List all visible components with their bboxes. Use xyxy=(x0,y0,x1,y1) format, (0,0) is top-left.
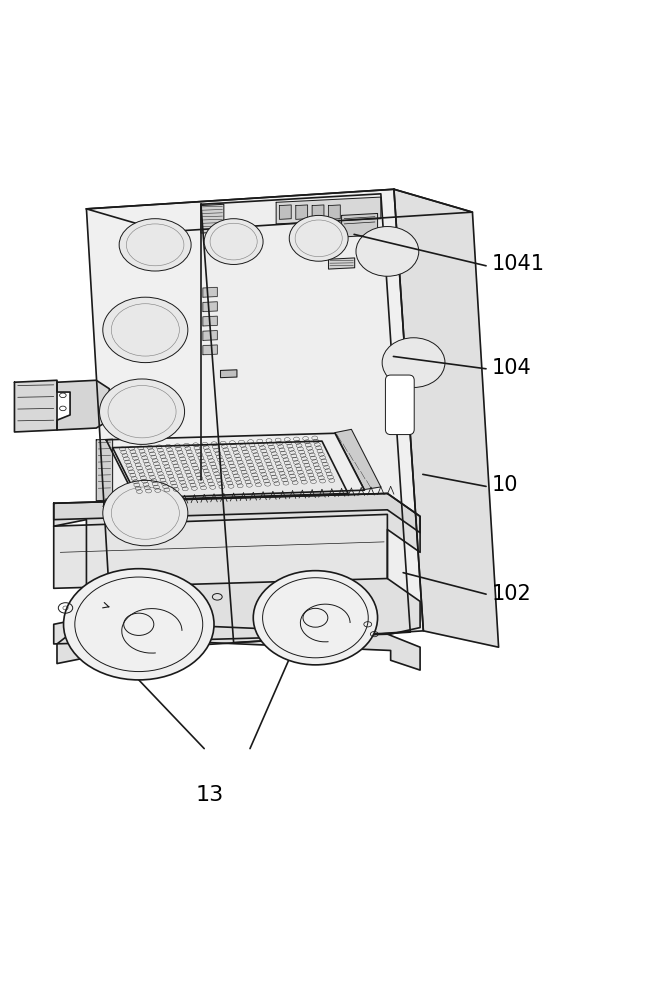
Polygon shape xyxy=(203,302,217,312)
Polygon shape xyxy=(14,380,57,432)
Polygon shape xyxy=(54,493,420,644)
Polygon shape xyxy=(203,287,217,297)
FancyBboxPatch shape xyxy=(386,375,414,435)
Text: 102: 102 xyxy=(492,584,532,604)
Polygon shape xyxy=(312,205,324,219)
Polygon shape xyxy=(54,514,388,588)
Polygon shape xyxy=(87,189,472,232)
Ellipse shape xyxy=(253,571,378,665)
Polygon shape xyxy=(221,370,237,378)
Text: 104: 104 xyxy=(492,358,532,378)
Ellipse shape xyxy=(119,219,191,271)
Polygon shape xyxy=(57,621,420,670)
Text: 13: 13 xyxy=(195,785,223,805)
Ellipse shape xyxy=(204,219,263,264)
Ellipse shape xyxy=(382,338,445,387)
Ellipse shape xyxy=(356,227,419,276)
Polygon shape xyxy=(87,189,423,650)
Polygon shape xyxy=(57,380,109,430)
Polygon shape xyxy=(279,205,291,219)
Text: 10: 10 xyxy=(492,475,518,495)
Polygon shape xyxy=(112,441,348,500)
Polygon shape xyxy=(201,204,224,233)
Polygon shape xyxy=(201,194,410,643)
Text: 1041: 1041 xyxy=(492,254,545,274)
Polygon shape xyxy=(203,316,217,326)
Polygon shape xyxy=(296,205,307,219)
Polygon shape xyxy=(97,439,112,501)
Polygon shape xyxy=(342,213,378,237)
Polygon shape xyxy=(203,345,217,355)
Polygon shape xyxy=(328,205,340,219)
Ellipse shape xyxy=(99,379,185,444)
Ellipse shape xyxy=(102,480,188,546)
Polygon shape xyxy=(328,258,355,269)
Polygon shape xyxy=(394,189,499,647)
Polygon shape xyxy=(203,331,217,340)
Polygon shape xyxy=(54,493,420,533)
Ellipse shape xyxy=(289,215,348,261)
Polygon shape xyxy=(276,197,381,224)
Polygon shape xyxy=(335,429,381,490)
Ellipse shape xyxy=(64,569,214,680)
Ellipse shape xyxy=(102,297,188,363)
